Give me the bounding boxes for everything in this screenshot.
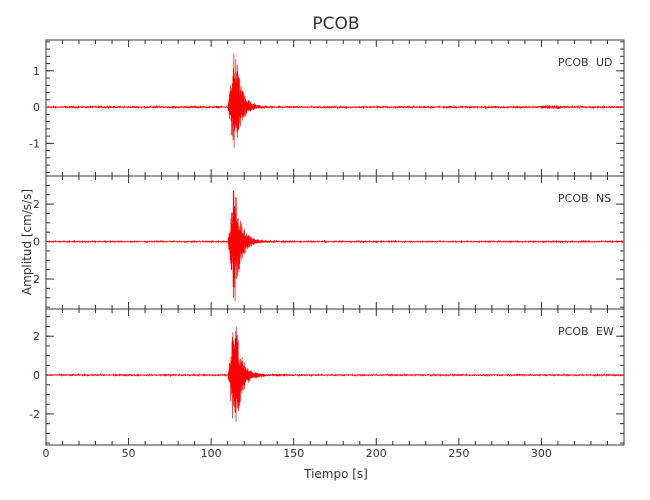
panel-frame	[45, 308, 625, 446]
panel-ud: 1 0 -1 PCOB UD	[29, 39, 625, 177]
y-tick-label: 0	[33, 369, 40, 382]
panel-component-label: EW	[596, 325, 614, 338]
panel-ns: 2 0 2 PCOB NS	[33, 175, 625, 310]
trace-ew	[45, 326, 625, 422]
x-axis: 0 50 100 150 200 250 300	[43, 447, 552, 460]
y-tick-label: 2	[33, 198, 40, 211]
panel-component-label: NS	[596, 192, 611, 205]
x-tick-label: 150	[283, 447, 304, 460]
panel-station-label: PCOB	[558, 192, 589, 205]
panel-station-label: PCOB	[558, 56, 589, 69]
chart-title: PCOB	[312, 14, 359, 34]
y-tick-label: 0	[33, 236, 40, 249]
y-tick-label: 1	[33, 65, 40, 78]
x-tick-label: 50	[122, 447, 136, 460]
trace-ud	[45, 53, 625, 148]
panel-station-label: PCOB	[558, 325, 589, 338]
y-axis-label: Amplitud [cm/s/s]	[20, 189, 34, 295]
x-tick-label: 300	[531, 447, 552, 460]
panel-component-label: UD	[596, 56, 613, 69]
y-tick-label: 2	[33, 330, 40, 343]
x-axis-label: Tiempo [s]	[303, 467, 368, 481]
y-tick-label: 0	[33, 101, 40, 114]
panel-frame	[45, 175, 625, 310]
trace-ns	[45, 190, 625, 302]
panels-group: 1 0 -1 PCOB UD 2 0 2 PCOB NS 2 0 -2 PCOB EW	[29, 39, 625, 446]
panel-frame	[45, 39, 625, 177]
x-tick-label: 0	[43, 447, 50, 460]
x-tick-label: 200	[366, 447, 387, 460]
x-tick-label: 250	[448, 447, 469, 460]
y-tick-label: -1	[29, 137, 40, 150]
y-tick-label: -2	[29, 408, 40, 421]
y-tick-label: 2	[33, 273, 40, 286]
x-tick-label: 100	[201, 447, 222, 460]
panel-ew: 2 0 -2 PCOB EW	[29, 308, 625, 446]
